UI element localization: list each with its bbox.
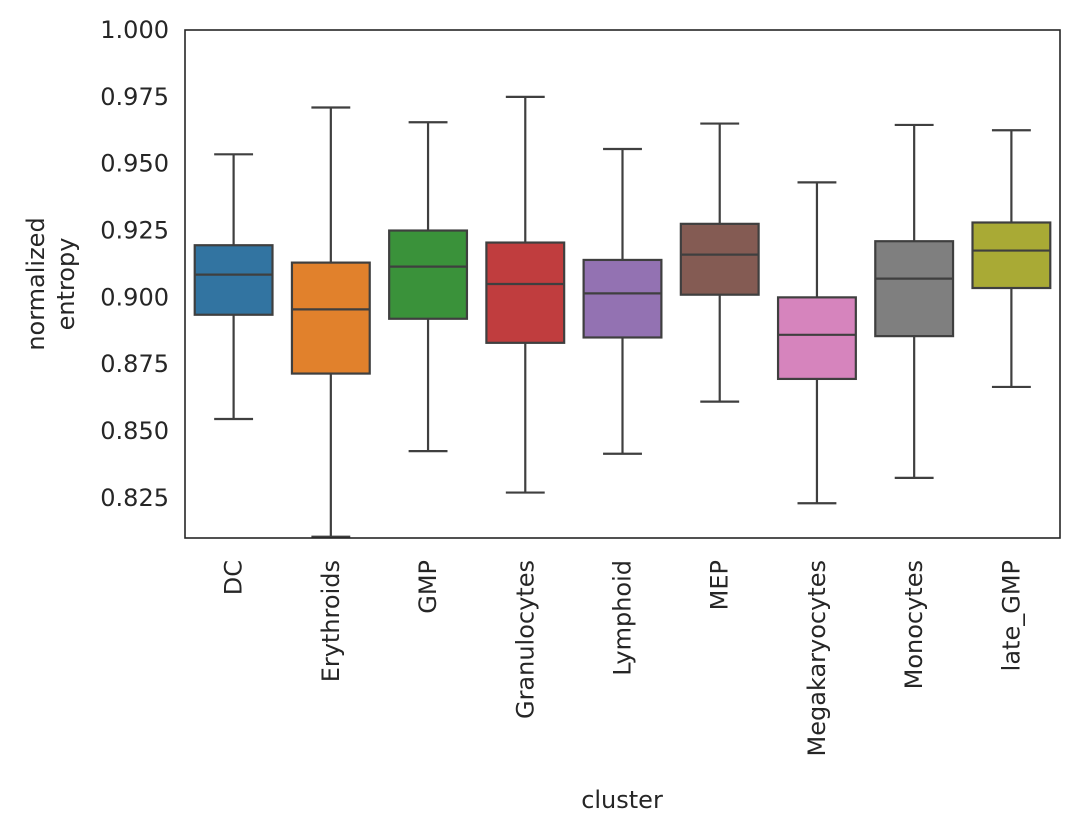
box-DC bbox=[193, 153, 274, 421]
y-tick-label: 0.875 bbox=[100, 350, 169, 378]
iqr-box bbox=[971, 221, 1052, 290]
iqr-box bbox=[290, 261, 371, 375]
box-Monocytes bbox=[874, 123, 955, 479]
iqr-box bbox=[582, 258, 663, 339]
box-Megakaryocytes bbox=[776, 181, 857, 505]
x-tick-label: Megakaryocytes bbox=[803, 560, 831, 756]
x-axis-ticks: DC Erythroids GMP Granulocytes Lymphoid MEP Me… bbox=[220, 560, 1026, 756]
x-tick-label: MEP bbox=[706, 560, 734, 610]
y-tick-label: 0.900 bbox=[100, 283, 169, 311]
y-tick-label: 0.975 bbox=[100, 83, 169, 111]
iqr-box bbox=[776, 296, 857, 381]
y-axis-ticks: 0.825 0.850 0.875 0.900 0.925 0.950 0.975 1.000 bbox=[100, 16, 169, 512]
iqr-box bbox=[679, 222, 760, 296]
x-tick-label: DC bbox=[220, 560, 248, 595]
x-tick-label: late_GMP bbox=[997, 560, 1025, 671]
iqr-box bbox=[193, 244, 274, 316]
y-axis-label-line-1: normalized bbox=[22, 217, 50, 350]
box-MEP bbox=[679, 122, 760, 403]
plot-area bbox=[193, 95, 1052, 538]
y-tick-label: 0.825 bbox=[100, 484, 169, 512]
x-tick-label: Lymphoid bbox=[609, 560, 637, 676]
x-tick-label: Monocytes bbox=[900, 560, 928, 689]
x-axis-label: cluster bbox=[581, 786, 663, 814]
y-axis-label-line-2: entropy bbox=[52, 238, 80, 331]
iqr-box bbox=[874, 240, 955, 338]
x-tick-label: Erythroids bbox=[317, 560, 345, 682]
iqr-box bbox=[485, 241, 566, 344]
y-tick-label: 1.000 bbox=[100, 16, 169, 44]
box-Lymphoid bbox=[582, 147, 663, 455]
y-tick-label: 0.850 bbox=[100, 417, 169, 445]
box-Granulocytes bbox=[485, 95, 566, 494]
box-Erythroids bbox=[290, 106, 371, 538]
x-tick-label: GMP bbox=[414, 560, 442, 614]
box-GMP bbox=[388, 121, 469, 453]
x-tick-label: Granulocytes bbox=[511, 560, 539, 719]
y-tick-label: 0.925 bbox=[100, 217, 169, 245]
y-tick-label: 0.950 bbox=[100, 150, 169, 178]
plot-frame bbox=[184, 29, 1061, 539]
box-late_GMP bbox=[971, 129, 1052, 389]
iqr-box bbox=[388, 229, 469, 320]
